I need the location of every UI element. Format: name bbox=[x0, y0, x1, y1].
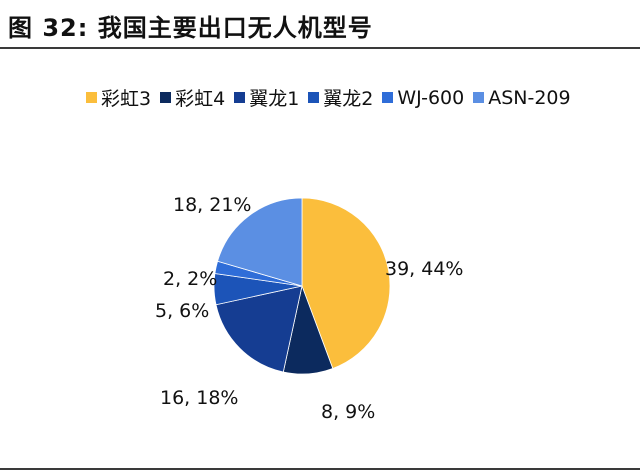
legend-swatch-3 bbox=[308, 92, 320, 103]
figure-title: 图 32: 我国主要出口无人机型号 bbox=[8, 14, 373, 42]
legend-swatch-1 bbox=[160, 92, 172, 103]
chart-legend: 彩虹3 彩虹4 翼龙1 翼龙2 WJ-600 ASN-209 bbox=[86, 84, 580, 111]
legend-label-3: 翼龙2 bbox=[323, 88, 374, 110]
top-divider bbox=[0, 47, 640, 49]
data-label-3: 5, 6% bbox=[155, 300, 209, 322]
data-label-0: 39, 44% bbox=[385, 258, 464, 280]
legend-swatch-4 bbox=[382, 92, 394, 103]
bottom-divider bbox=[0, 468, 640, 470]
pie-slice-0 bbox=[301, 197, 391, 369]
legend-label-5: ASN-209 bbox=[488, 86, 571, 109]
legend-item-1: 彩虹4 bbox=[160, 84, 225, 111]
legend-item-5: ASN-209 bbox=[473, 86, 571, 109]
legend-swatch-5 bbox=[473, 92, 485, 103]
pie-slice-5 bbox=[217, 197, 303, 287]
legend-label-1: 彩虹4 bbox=[175, 88, 226, 110]
legend-label-0: 彩虹3 bbox=[101, 88, 152, 110]
pie-slice-2 bbox=[215, 285, 303, 373]
legend-swatch-2 bbox=[234, 92, 246, 103]
data-label-1: 8, 9% bbox=[321, 401, 375, 423]
data-label-5: 18, 21% bbox=[173, 194, 252, 216]
legend-label-4: WJ-600 bbox=[397, 86, 465, 109]
legend-item-3: 翼龙2 bbox=[308, 84, 373, 111]
legend-label-2: 翼龙1 bbox=[249, 88, 300, 110]
data-label-4: 2, 2% bbox=[163, 268, 217, 290]
legend-item-4: WJ-600 bbox=[382, 87, 464, 109]
legend-item-2: 翼龙1 bbox=[234, 84, 299, 111]
legend-swatch-0 bbox=[86, 92, 97, 103]
legend-item-0: 彩虹3 bbox=[86, 84, 151, 111]
data-label-2: 16, 18% bbox=[160, 387, 239, 409]
